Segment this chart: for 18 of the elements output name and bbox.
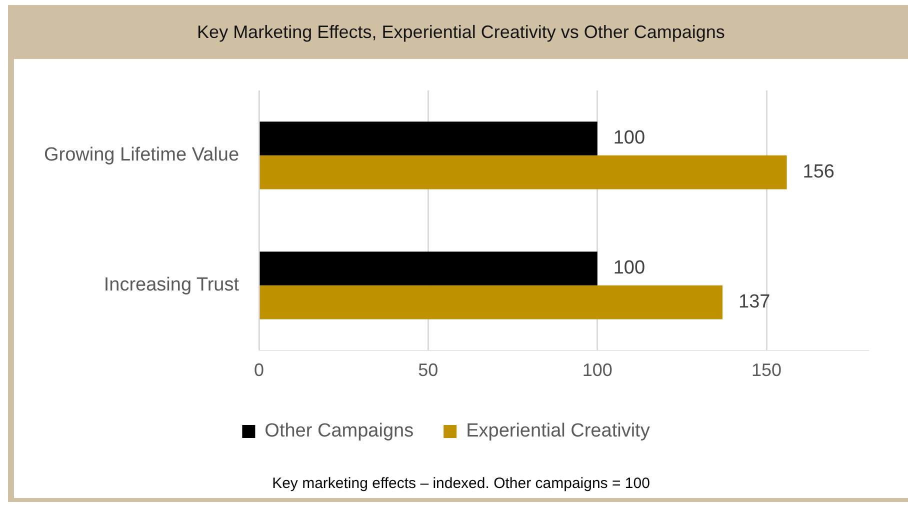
bar xyxy=(260,285,723,320)
data-label: 100 xyxy=(613,128,646,149)
bar xyxy=(260,122,598,156)
chart-title: Key Marketing Effects, Experiential Creativity vs Other Campaigns xyxy=(14,5,908,59)
legend-label: Other Campaigns xyxy=(264,420,414,442)
data-label: 100 xyxy=(613,258,646,279)
text: Key marketing effects – indexed. Other campaigns = 100 xyxy=(271,475,651,492)
y-tick-label: Growing Lifetime Value xyxy=(44,144,240,166)
y-tick-label: Increasing Trust xyxy=(104,274,240,296)
bar xyxy=(260,155,787,190)
x-tick-label: 0 xyxy=(254,360,264,380)
x-tick-label: 100 xyxy=(582,360,612,380)
data-label: 137 xyxy=(738,292,770,313)
data-label: 156 xyxy=(802,162,835,183)
bar xyxy=(260,252,598,286)
x-tick-label: 150 xyxy=(751,360,782,380)
x-tick-label: 50 xyxy=(418,360,438,380)
legend-label: Experiential Creativity xyxy=(466,420,650,442)
